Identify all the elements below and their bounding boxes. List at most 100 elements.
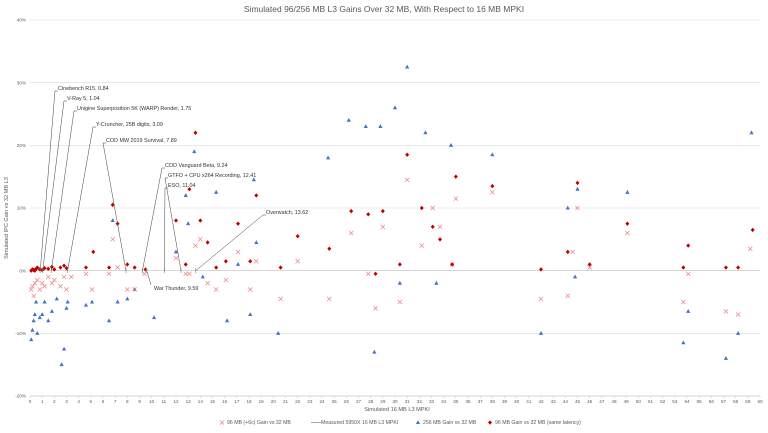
x-marker-stroke — [42, 283, 47, 289]
annotation-label: Overwatch, 13.62 — [266, 210, 308, 216]
diamond-point — [52, 267, 57, 272]
x-marker-stroke — [223, 277, 229, 283]
annotation-leader — [164, 177, 182, 271]
diamond-point — [490, 183, 495, 189]
diamond-point — [110, 202, 115, 208]
x-tick-label: 56 — [709, 399, 715, 404]
legend-entry: 96 MB (+6c) Gain vs 32 MB — [227, 420, 291, 426]
x-marker-stroke — [51, 277, 57, 283]
x-tick-label: 48 — [611, 399, 617, 404]
x-tick-label: 32 — [417, 399, 423, 404]
diamond-point — [575, 180, 580, 186]
x-tick-label: 14 — [198, 399, 204, 404]
triangle-point — [33, 299, 39, 304]
x-marker-point — [685, 271, 691, 277]
x-marker-stroke — [326, 296, 332, 302]
triangle-point — [59, 362, 64, 367]
annotation-label: Unigine Superposition 5K (WARP) Render, … — [77, 106, 191, 112]
diamond-point — [58, 265, 63, 270]
x-marker-point — [373, 305, 378, 311]
y-axis-label: Simulated IPC Gain vs 32 MB L3 — [4, 177, 10, 259]
x-marker-point — [253, 258, 259, 264]
x-marker-point — [295, 258, 301, 264]
x-marker-stroke — [419, 243, 425, 248]
x-marker-point — [115, 265, 120, 270]
annotation-leader — [195, 214, 264, 271]
triangle-point — [686, 309, 691, 313]
x-marker-stroke — [295, 258, 301, 264]
diamond-point — [132, 265, 137, 270]
y-tick-label: -10% — [15, 331, 26, 336]
x-tick-label: 33 — [429, 399, 435, 404]
x-marker-point — [32, 280, 38, 286]
x-tick-label: 34 — [441, 399, 447, 404]
triangle-point — [35, 330, 40, 335]
annotation-label: COD MW 2019 Survival, 7.89 — [106, 138, 177, 144]
triangle-point — [736, 330, 741, 335]
diamond-point — [248, 259, 253, 264]
x-tick-label: 49 — [624, 399, 630, 404]
x-marker-point — [42, 283, 47, 289]
triangle-point — [681, 340, 686, 345]
x-marker-stroke — [365, 271, 371, 277]
annotation-label: COD Vanguard Beta, 9.24 — [165, 163, 228, 169]
triangle-point — [125, 296, 130, 301]
x-marker-point — [326, 296, 332, 302]
x-marker-stroke — [453, 196, 459, 201]
annotation-label: War Thunder, 9.59 — [154, 286, 198, 292]
triangle-point — [346, 117, 351, 122]
triangle-point — [37, 315, 42, 320]
x-tick-label: 54 — [684, 399, 690, 404]
diamond-point — [42, 265, 47, 271]
series-2 — [29, 64, 754, 367]
annotation-leader — [67, 126, 94, 271]
y-tick-label: 40% — [17, 18, 26, 23]
x-marker-stroke — [219, 420, 225, 425]
x-tick-label: 52 — [660, 399, 666, 404]
triangle-point — [192, 149, 197, 154]
x-marker-stroke — [348, 230, 354, 236]
diamond-point — [686, 243, 691, 248]
x-tick-label: 45 — [575, 399, 581, 404]
triangle-point — [392, 105, 398, 110]
annotation-label: ESO, 11.04 — [168, 183, 195, 189]
x-marker-point — [205, 280, 210, 286]
x-marker-stroke — [404, 177, 410, 183]
x-tick-label: 38 — [490, 399, 496, 404]
x-tick-label: 9 — [138, 399, 141, 404]
triangle-point — [378, 124, 383, 129]
x-tick-label: 60 — [757, 399, 763, 404]
diamond-point — [366, 212, 371, 217]
diamond-point — [539, 267, 543, 272]
diamond-point — [83, 265, 88, 270]
x-marker-stroke — [37, 287, 43, 292]
triangle-point — [325, 155, 331, 160]
triangle-point — [372, 349, 377, 354]
x-marker-stroke — [587, 265, 593, 270]
x-marker-stroke — [397, 299, 403, 305]
x-marker-stroke — [437, 224, 443, 230]
x-marker-stroke — [32, 280, 38, 286]
x-marker-point — [187, 271, 192, 277]
diamond-point — [419, 205, 424, 211]
x-marker-stroke — [205, 280, 210, 286]
x-tick-label: 16 — [222, 399, 228, 404]
triangle-point — [64, 305, 69, 310]
x-marker-point — [132, 287, 137, 292]
diamond-point — [380, 208, 385, 214]
x-marker-point — [89, 287, 95, 292]
triangle-point — [173, 249, 179, 254]
x-marker-stroke — [45, 274, 51, 280]
diamond-point — [405, 152, 410, 157]
x-marker-point — [124, 287, 130, 292]
diamond-point — [430, 224, 435, 229]
x-tick-label: 28 — [368, 399, 374, 404]
x-tick-label: 17 — [234, 399, 240, 404]
diamond-point — [295, 234, 300, 239]
diamond-point — [183, 262, 188, 267]
x-tick-label: 8 — [126, 399, 129, 404]
x-tick-label: 6 — [102, 399, 105, 404]
x-marker-point — [380, 224, 386, 230]
triangle-point — [423, 130, 428, 135]
